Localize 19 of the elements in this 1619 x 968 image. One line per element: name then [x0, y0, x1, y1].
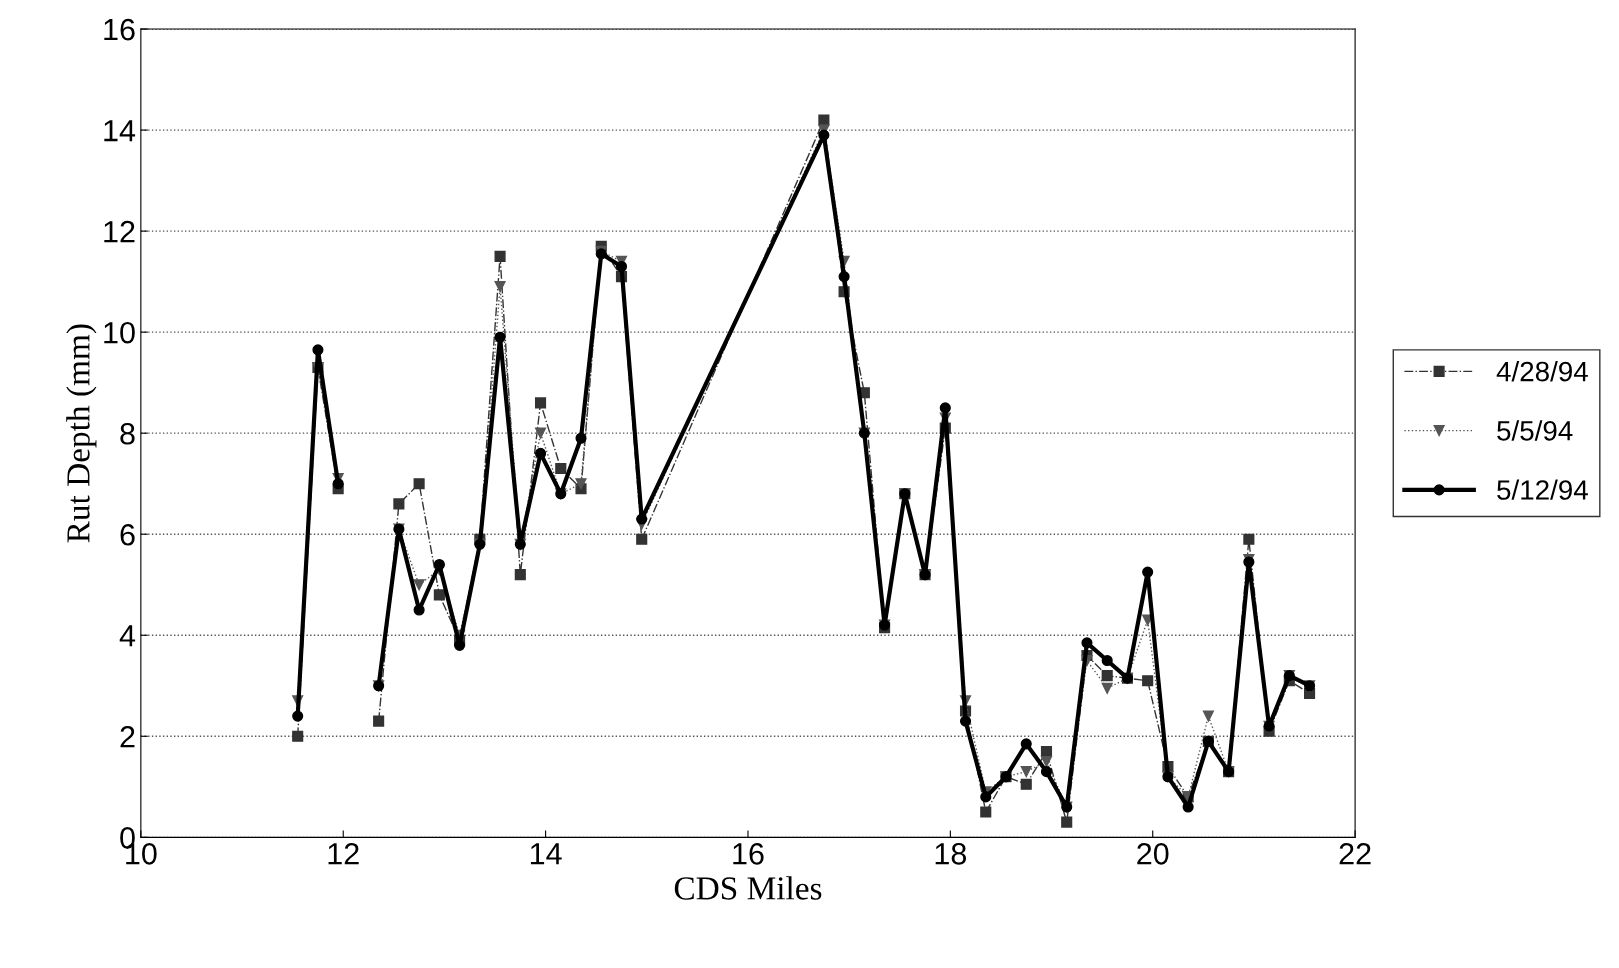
- legend-label: 4/28/94: [1496, 361, 1588, 382]
- y-axis-title: Rut Depth (mm): [66, 324, 97, 543]
- y-tick-label: 4: [119, 625, 136, 647]
- y-tick-label: 14: [104, 120, 136, 142]
- y-tick-label: 12: [104, 220, 135, 243]
- x-tick-label: 14: [530, 843, 562, 865]
- legend-label: 5/5/94: [1497, 420, 1573, 441]
- legend-label: 5/12/94: [1497, 479, 1588, 500]
- y-tick-label: 16: [104, 18, 135, 41]
- y-tick-label: 6: [120, 523, 135, 546]
- x-tick-label: 22: [1339, 842, 1371, 865]
- y-tick-label: 8: [120, 422, 135, 445]
- x-tick-label: 20: [1137, 842, 1169, 865]
- x-tick-label: 12: [328, 842, 359, 865]
- x-axis-title: CDS Miles: [674, 876, 822, 900]
- x-tick-label: 18: [935, 842, 967, 865]
- y-tick-label: 2: [120, 726, 135, 748]
- x-tick-label: 16: [733, 842, 764, 865]
- y-tick-label: 10: [104, 321, 135, 344]
